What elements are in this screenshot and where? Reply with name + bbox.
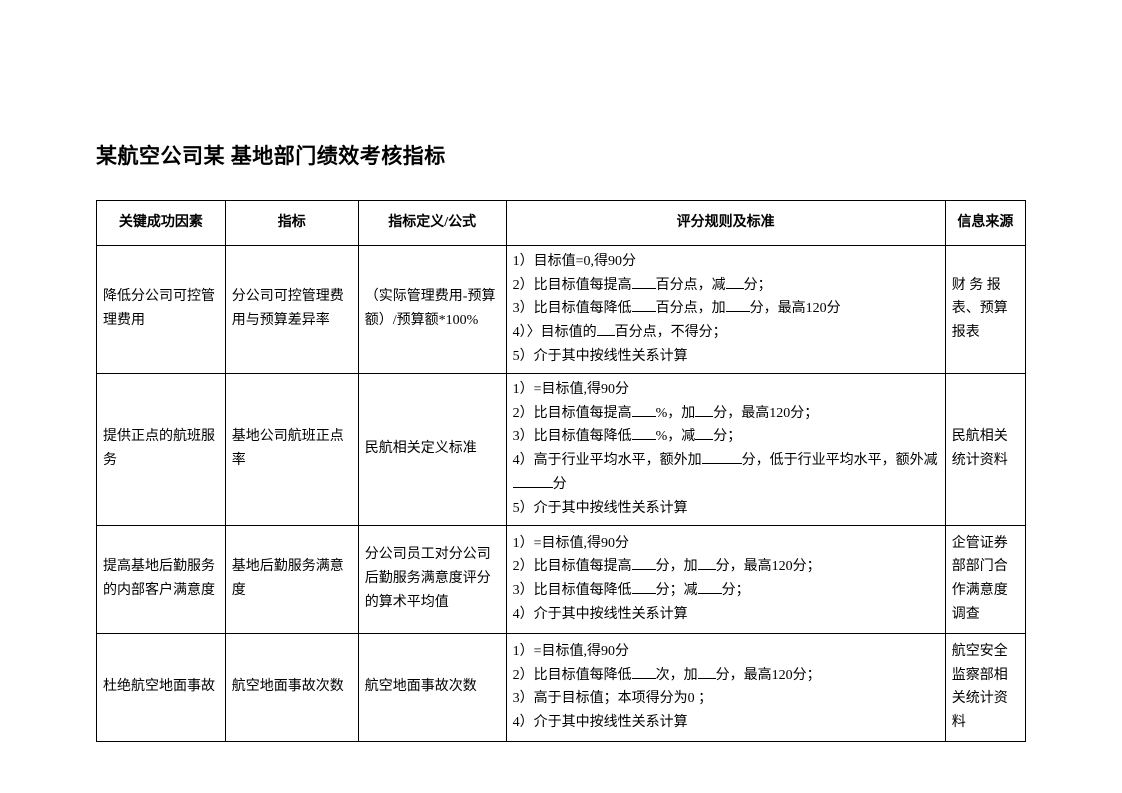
cell-indicator: 航空地面事故次数 xyxy=(225,633,358,741)
cell-factor: 降低分公司可控管理费用 xyxy=(97,245,226,373)
kpi-table: 关键成功因素 指标 指标定义/公式 评分规则及标准 信息来源 降低分公司可控管理… xyxy=(96,200,1026,742)
cell-indicator: 分公司可控管理费用与预算差异率 xyxy=(225,245,358,373)
header-factor: 关键成功因素 xyxy=(97,201,226,246)
header-rules: 评分规则及标准 xyxy=(506,201,945,246)
cell-factor: 提供正点的航班服务 xyxy=(97,373,226,525)
table-body: 降低分公司可控管理费用 分公司可控管理费用与预算差异率 （实际管理费用-预算额）… xyxy=(97,245,1026,741)
table-row: 杜绝航空地面事故 航空地面事故次数 航空地面事故次数 1）=目标值,得90分2）… xyxy=(97,633,1026,741)
header-formula: 指标定义/公式 xyxy=(358,201,506,246)
header-source: 信息来源 xyxy=(945,201,1025,246)
header-indicator: 指标 xyxy=(225,201,358,246)
page-title: 某航空公司某 基地部门绩效考核指标 xyxy=(96,140,1026,170)
cell-rules: 1）目标值=0,得90分2）比目标值每提高百分点，减分；3）比目标值每降低百分点… xyxy=(506,245,945,373)
cell-rules: 1）=目标值,得90分2）比目标值每降低次，加分，最高120分；3）高于目标值；… xyxy=(506,633,945,741)
cell-source: 航空安全监察部相关统计资料 xyxy=(945,633,1025,741)
cell-source: 企管证券部部门合作满意度调查 xyxy=(945,525,1025,633)
cell-formula: （实际管理费用-预算额）/预算额*100% xyxy=(358,245,506,373)
cell-source: 民航相关统计资料 xyxy=(945,373,1025,525)
cell-source: 财 务 报表、预算报表 xyxy=(945,245,1025,373)
cell-formula: 航空地面事故次数 xyxy=(358,633,506,741)
cell-factor: 提高基地后勤服务的内部客户满意度 xyxy=(97,525,226,633)
cell-factor: 杜绝航空地面事故 xyxy=(97,633,226,741)
table-row: 降低分公司可控管理费用 分公司可控管理费用与预算差异率 （实际管理费用-预算额）… xyxy=(97,245,1026,373)
table-header-row: 关键成功因素 指标 指标定义/公式 评分规则及标准 信息来源 xyxy=(97,201,1026,246)
table-row: 提高基地后勤服务的内部客户满意度 基地后勤服务满意度 分公司员工对分公司后勤服务… xyxy=(97,525,1026,633)
cell-indicator: 基地后勤服务满意度 xyxy=(225,525,358,633)
cell-rules: 1）=目标值,得90分2）比目标值每提高分，加分，最高120分；3）比目标值每降… xyxy=(506,525,945,633)
cell-rules: 1）=目标值,得90分2）比目标值每提高%，加分，最高120分；3）比目标值每降… xyxy=(506,373,945,525)
cell-formula: 分公司员工对分公司后勤服务满意度评分的算术平均值 xyxy=(358,525,506,633)
cell-indicator: 基地公司航班正点率 xyxy=(225,373,358,525)
table-row: 提供正点的航班服务 基地公司航班正点率 民航相关定义标准 1）=目标值,得90分… xyxy=(97,373,1026,525)
cell-formula: 民航相关定义标准 xyxy=(358,373,506,525)
